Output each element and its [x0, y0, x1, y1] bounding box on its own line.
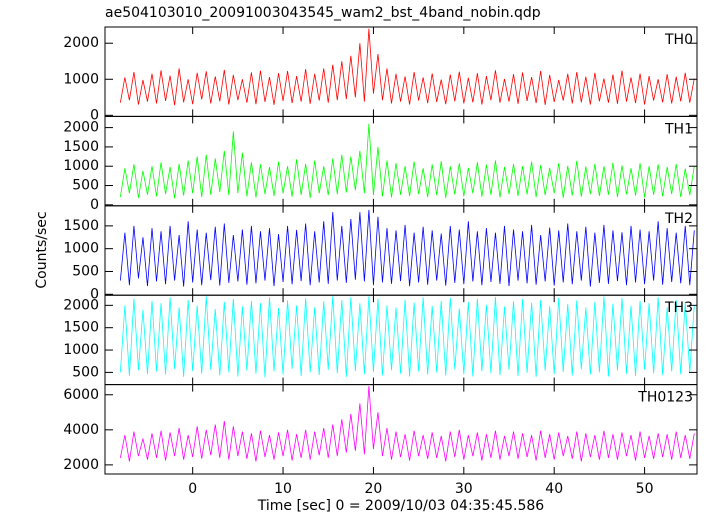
panel-label: TH1: [664, 121, 693, 137]
y-tick-label: 500: [72, 178, 99, 194]
y-tick-label: 2000: [63, 297, 99, 313]
panel-label: TH2: [664, 211, 693, 227]
y-tick-label: 6000: [63, 387, 99, 403]
panel-frame: [104, 384, 698, 475]
panel-label: TH0123: [637, 390, 693, 406]
y-tick-label: 0: [90, 107, 99, 123]
light-curve: [119, 123, 695, 199]
y-tick-label: 500: [72, 364, 99, 380]
y-tick-label: 1000: [63, 71, 99, 87]
chart-title: ae504103010_20091003043545_wam2_bst_4ban…: [105, 5, 541, 21]
y-tick-label: 2000: [63, 120, 99, 136]
y-tick-label: 500: [72, 263, 99, 279]
y-tick-label: 1000: [63, 158, 99, 174]
light-curve: [119, 28, 695, 106]
x-tick-label: 20: [365, 481, 383, 497]
y-tick-label: 1500: [63, 218, 99, 234]
y-tick-label: 2000: [63, 35, 99, 51]
panel-label: TH0: [664, 32, 693, 48]
x-axis-label: Time [sec] 0 = 2009/10/03 04:35:45.586: [257, 498, 545, 514]
y-tick-label: 0: [90, 286, 99, 302]
y-tick-label: 1000: [63, 241, 99, 257]
panel-label: TH3: [664, 300, 693, 316]
light-curve: [119, 385, 695, 462]
x-tick-label: 0: [188, 481, 197, 497]
y-tick-label: 1500: [63, 320, 99, 336]
light-curve: [119, 209, 695, 287]
y-tick-label: 4000: [63, 422, 99, 438]
x-tick-label: 40: [545, 481, 563, 497]
x-tick-label: 50: [636, 481, 654, 497]
x-tick-label: 30: [455, 481, 473, 497]
light-curve: [119, 296, 695, 378]
x-tick-label: 10: [274, 481, 292, 497]
y-tick-label: 0: [90, 197, 99, 213]
y-tick-label: 1500: [63, 139, 99, 155]
y-tick-label: 1000: [63, 342, 99, 358]
y-axis-label: Counts/sec: [34, 211, 50, 288]
y-tick-label: 2000: [63, 457, 99, 473]
